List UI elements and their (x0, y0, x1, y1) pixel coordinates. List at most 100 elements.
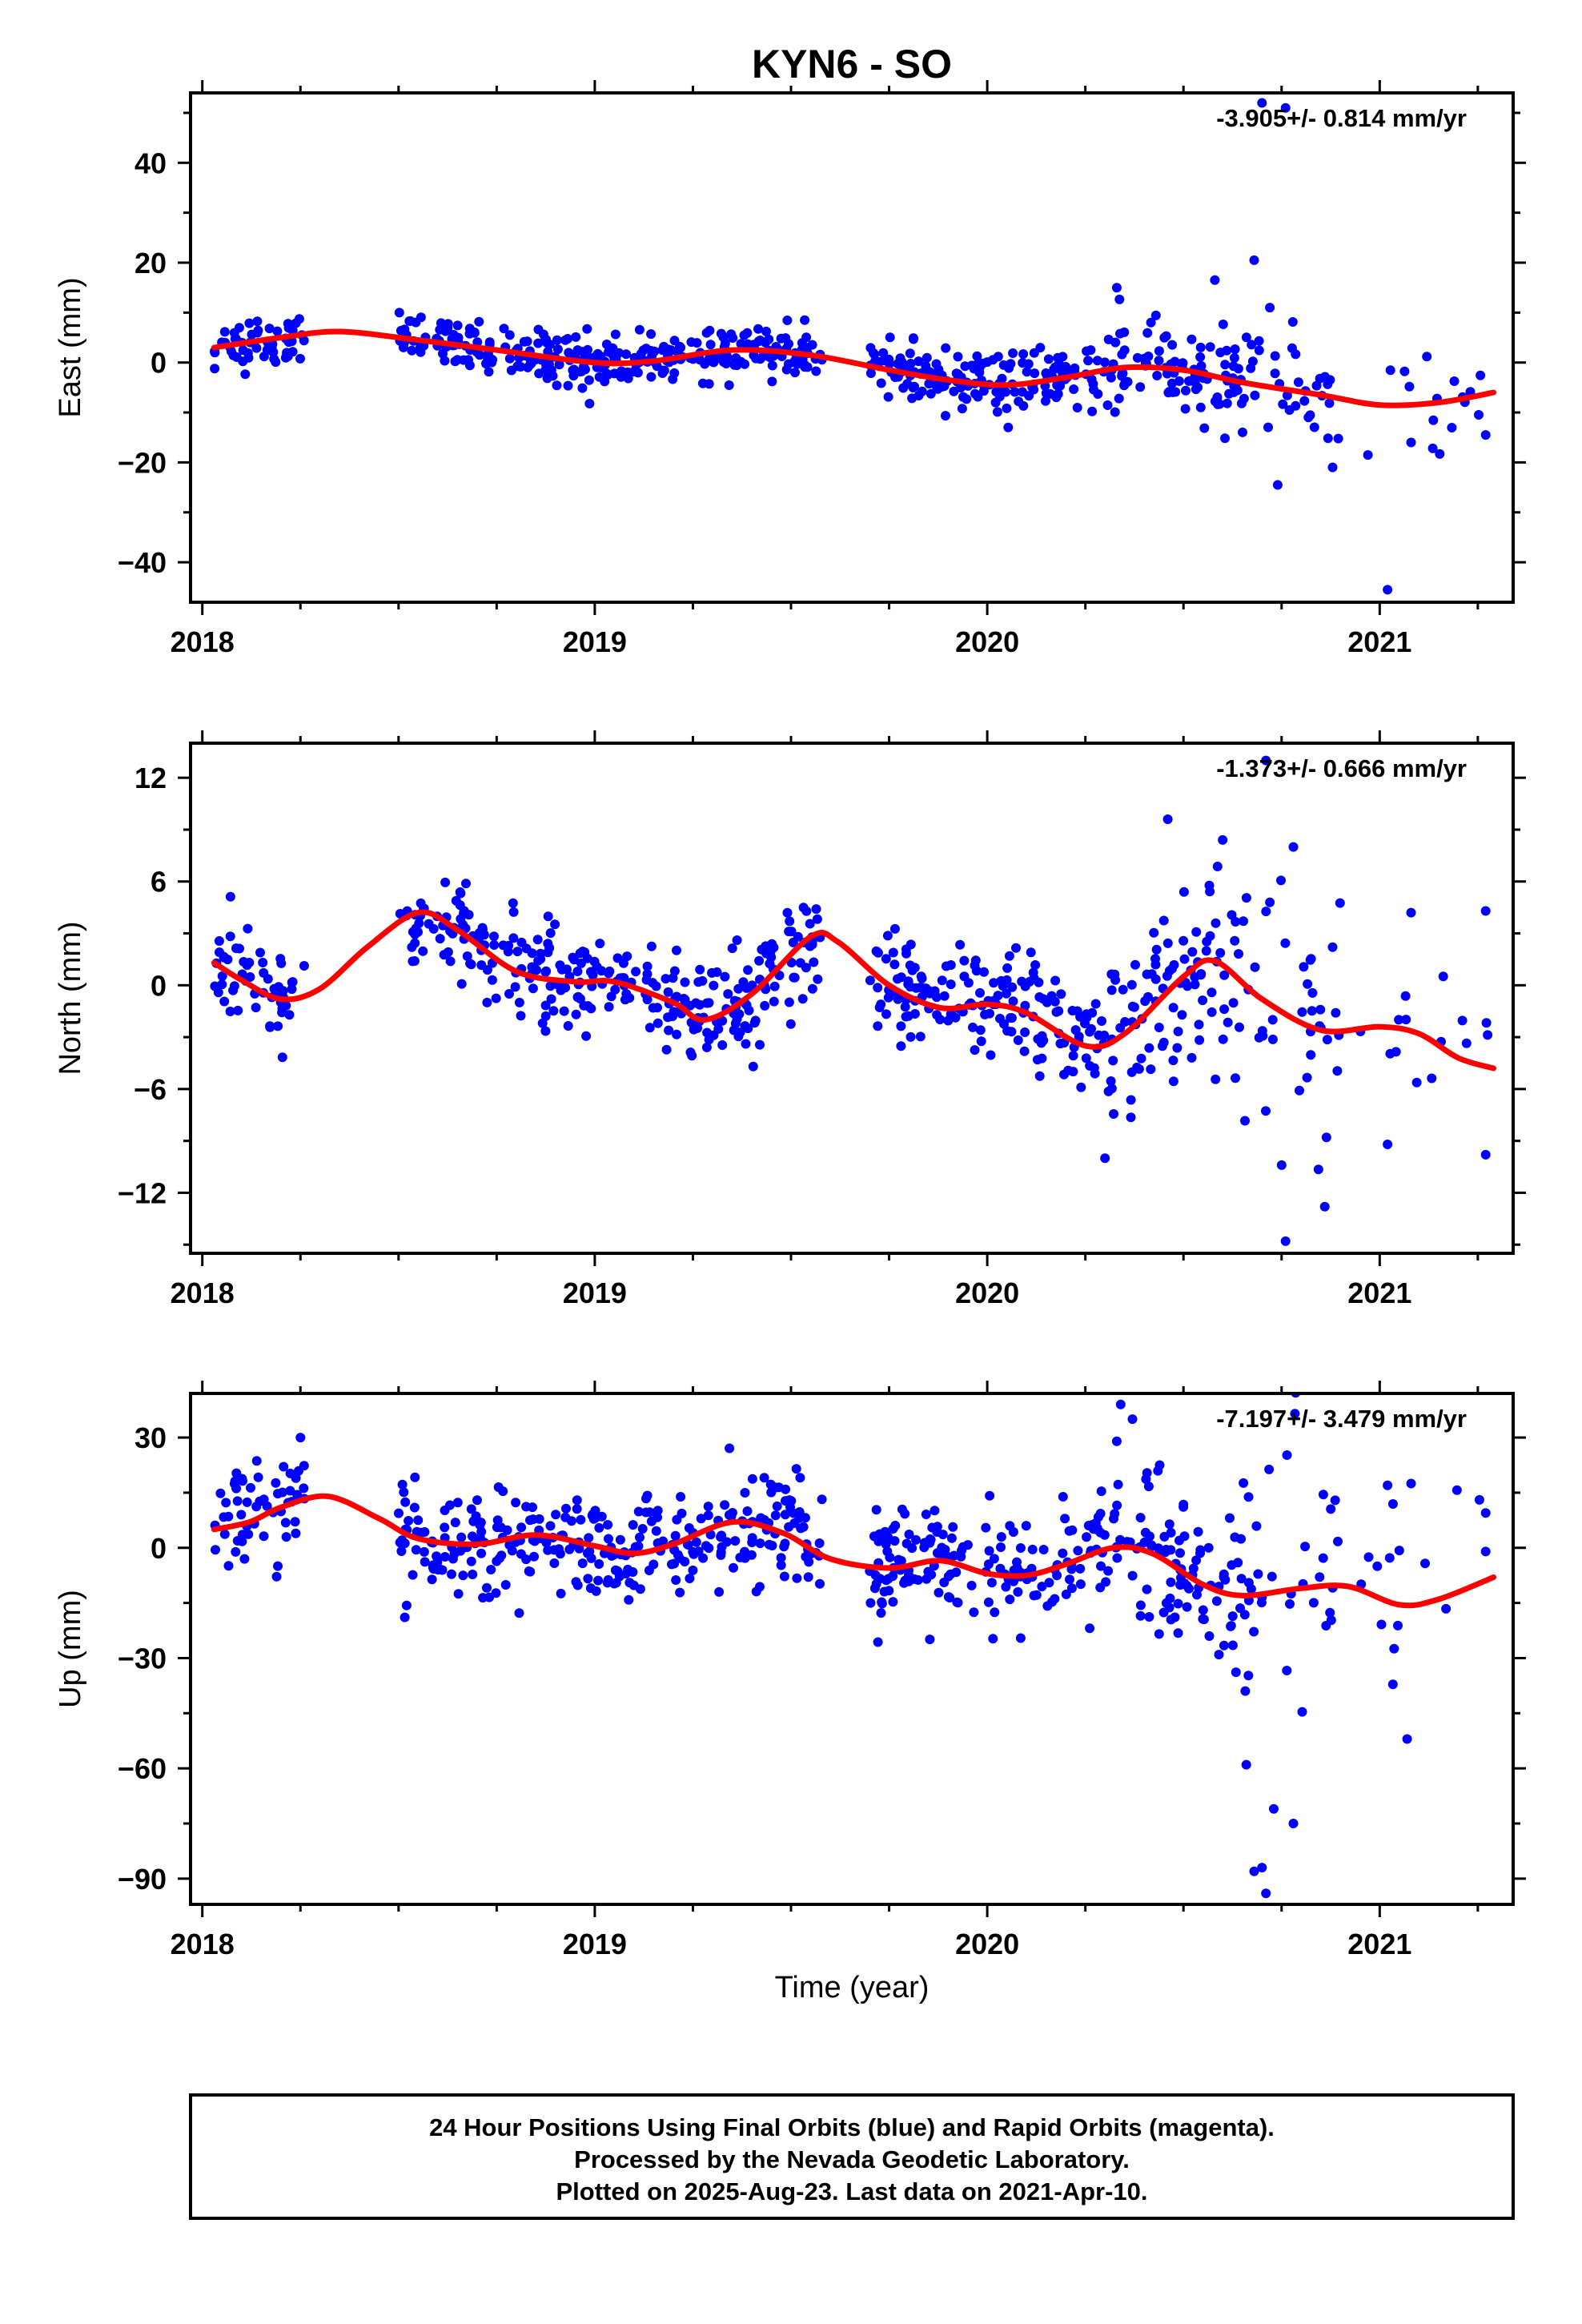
x-tick-label: 2021 (1347, 625, 1411, 658)
data-point (815, 1578, 825, 1589)
data-point (701, 1541, 711, 1551)
data-point (966, 360, 977, 371)
data-point (905, 1031, 916, 1042)
y-tick-label: −40 (118, 546, 167, 579)
data-point (1069, 384, 1079, 394)
data-point (1261, 1888, 1271, 1899)
data-point (492, 1515, 503, 1526)
data-point (1318, 1553, 1328, 1563)
data-point (870, 1570, 881, 1580)
data-point (545, 1521, 556, 1531)
data-point (1152, 371, 1162, 380)
data-point (776, 1560, 786, 1570)
data-point (786, 927, 797, 937)
data-point (436, 318, 446, 328)
data-point (876, 378, 886, 388)
data-point (295, 353, 305, 364)
data-point (669, 368, 680, 378)
data-point (1447, 423, 1457, 432)
data-point (976, 1036, 986, 1047)
data-point (418, 946, 428, 956)
data-point (695, 355, 705, 365)
data-point (1404, 381, 1415, 392)
data-point (1212, 862, 1223, 871)
data-point (1231, 1073, 1240, 1084)
data-point (957, 404, 967, 414)
data-point (243, 923, 253, 934)
data-point (225, 891, 235, 902)
data-point (240, 369, 251, 380)
data-point (1220, 360, 1231, 370)
data-point (1427, 1073, 1437, 1084)
data-point (897, 357, 907, 367)
data-point (1383, 585, 1393, 595)
data-point (801, 963, 811, 973)
data-point (720, 971, 730, 982)
data-point (591, 352, 601, 362)
data-point (1299, 396, 1310, 406)
data-point (1227, 1640, 1238, 1651)
data-point (534, 1514, 544, 1524)
data-point (1322, 1035, 1332, 1045)
data-point (1142, 1584, 1152, 1594)
data-point (223, 1561, 234, 1571)
data-point (817, 1494, 827, 1505)
data-point (219, 996, 230, 1007)
data-point (672, 346, 682, 356)
data-point (564, 348, 574, 358)
data-point (1211, 918, 1221, 928)
data-point (499, 324, 509, 334)
data-point (908, 333, 918, 344)
data-point (813, 974, 823, 984)
x-tick-label: 2019 (563, 625, 627, 658)
data-point (1168, 1003, 1178, 1013)
data-point (450, 1518, 460, 1528)
data-point (717, 1040, 728, 1050)
data-point (709, 980, 719, 991)
data-point (921, 1574, 932, 1584)
data-point (676, 1492, 686, 1502)
x-tick-label: 2019 (563, 1928, 627, 1960)
data-point (996, 975, 1006, 986)
data-point (1476, 370, 1486, 380)
data-point (529, 1536, 540, 1546)
data-point (277, 1003, 287, 1014)
y-tick-label: −20 (118, 446, 167, 479)
data-point (619, 973, 629, 983)
data-point (1010, 387, 1020, 397)
data-point (1083, 356, 1094, 366)
data-point (545, 981, 556, 991)
data-point (685, 1574, 695, 1583)
data-point (896, 1041, 906, 1051)
data-point (1022, 367, 1032, 377)
data-point (618, 958, 628, 968)
data-point (1480, 1546, 1491, 1557)
data-point (411, 1545, 421, 1555)
data-point (1018, 349, 1029, 360)
data-point (800, 362, 810, 372)
data-point (1043, 354, 1054, 364)
data-point (900, 1002, 910, 1012)
data-point (755, 354, 765, 364)
footer-line-1: 24 Hour Positions Using Final Orbits (bl… (429, 2113, 1275, 2141)
data-point (554, 360, 564, 370)
data-point (394, 308, 404, 318)
data-point (1276, 875, 1286, 886)
data-point (959, 971, 970, 982)
data-point (1261, 907, 1271, 917)
data-point (1231, 1667, 1241, 1678)
data-point (946, 979, 956, 990)
data-point (1018, 358, 1028, 368)
data-point (1406, 907, 1416, 918)
data-point (236, 1510, 247, 1520)
data-point (704, 998, 714, 1008)
data-point (1008, 348, 1018, 358)
data-point (670, 1530, 681, 1541)
data-point (1461, 1038, 1472, 1048)
data-point (663, 987, 673, 997)
data-point (1295, 1085, 1304, 1096)
data-point (1162, 938, 1173, 948)
data-point (482, 997, 492, 1007)
data-point (1236, 1534, 1246, 1544)
data-point (1114, 393, 1124, 404)
